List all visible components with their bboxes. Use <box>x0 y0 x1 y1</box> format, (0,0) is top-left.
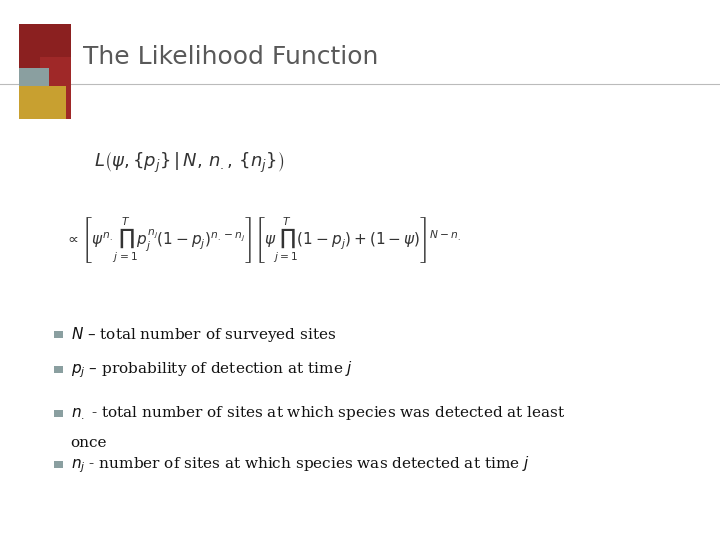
Text: The Likelihood Function: The Likelihood Function <box>83 45 378 69</box>
Bar <box>40 57 71 119</box>
Bar <box>19 68 49 119</box>
Text: $L\left(\psi, \{p_j\}\,|\, N,\, n_{.},\, \{n_j\}\right)$: $L\left(\psi, \{p_j\}\,|\, N,\, n_{.},\,… <box>94 149 284 175</box>
Text: $n_{.}$ - total number of sites at which species was detected at least: $n_{.}$ - total number of sites at which… <box>71 404 565 422</box>
Text: $\propto \left[\psi^{n_{.}} \prod_{j=1}^{T} p_j^{n_j} \left(1-p_j\right)^{n_{.}-: $\propto \left[\psi^{n_{.}} \prod_{j=1}^… <box>65 215 461 265</box>
Bar <box>54 409 63 417</box>
Text: once: once <box>71 436 107 450</box>
Bar <box>54 366 63 374</box>
Text: $n_j$ - number of sites at which species was detected at time $j$: $n_j$ - number of sites at which species… <box>71 454 529 475</box>
Text: $p_j$ – probability of detection at time $j$: $p_j$ – probability of detection at time… <box>71 360 353 380</box>
Bar <box>19 24 71 119</box>
Bar <box>54 331 63 338</box>
Bar <box>19 86 66 119</box>
Text: $N$ – total number of surveyed sites: $N$ – total number of surveyed sites <box>71 325 336 345</box>
Bar <box>54 461 63 468</box>
